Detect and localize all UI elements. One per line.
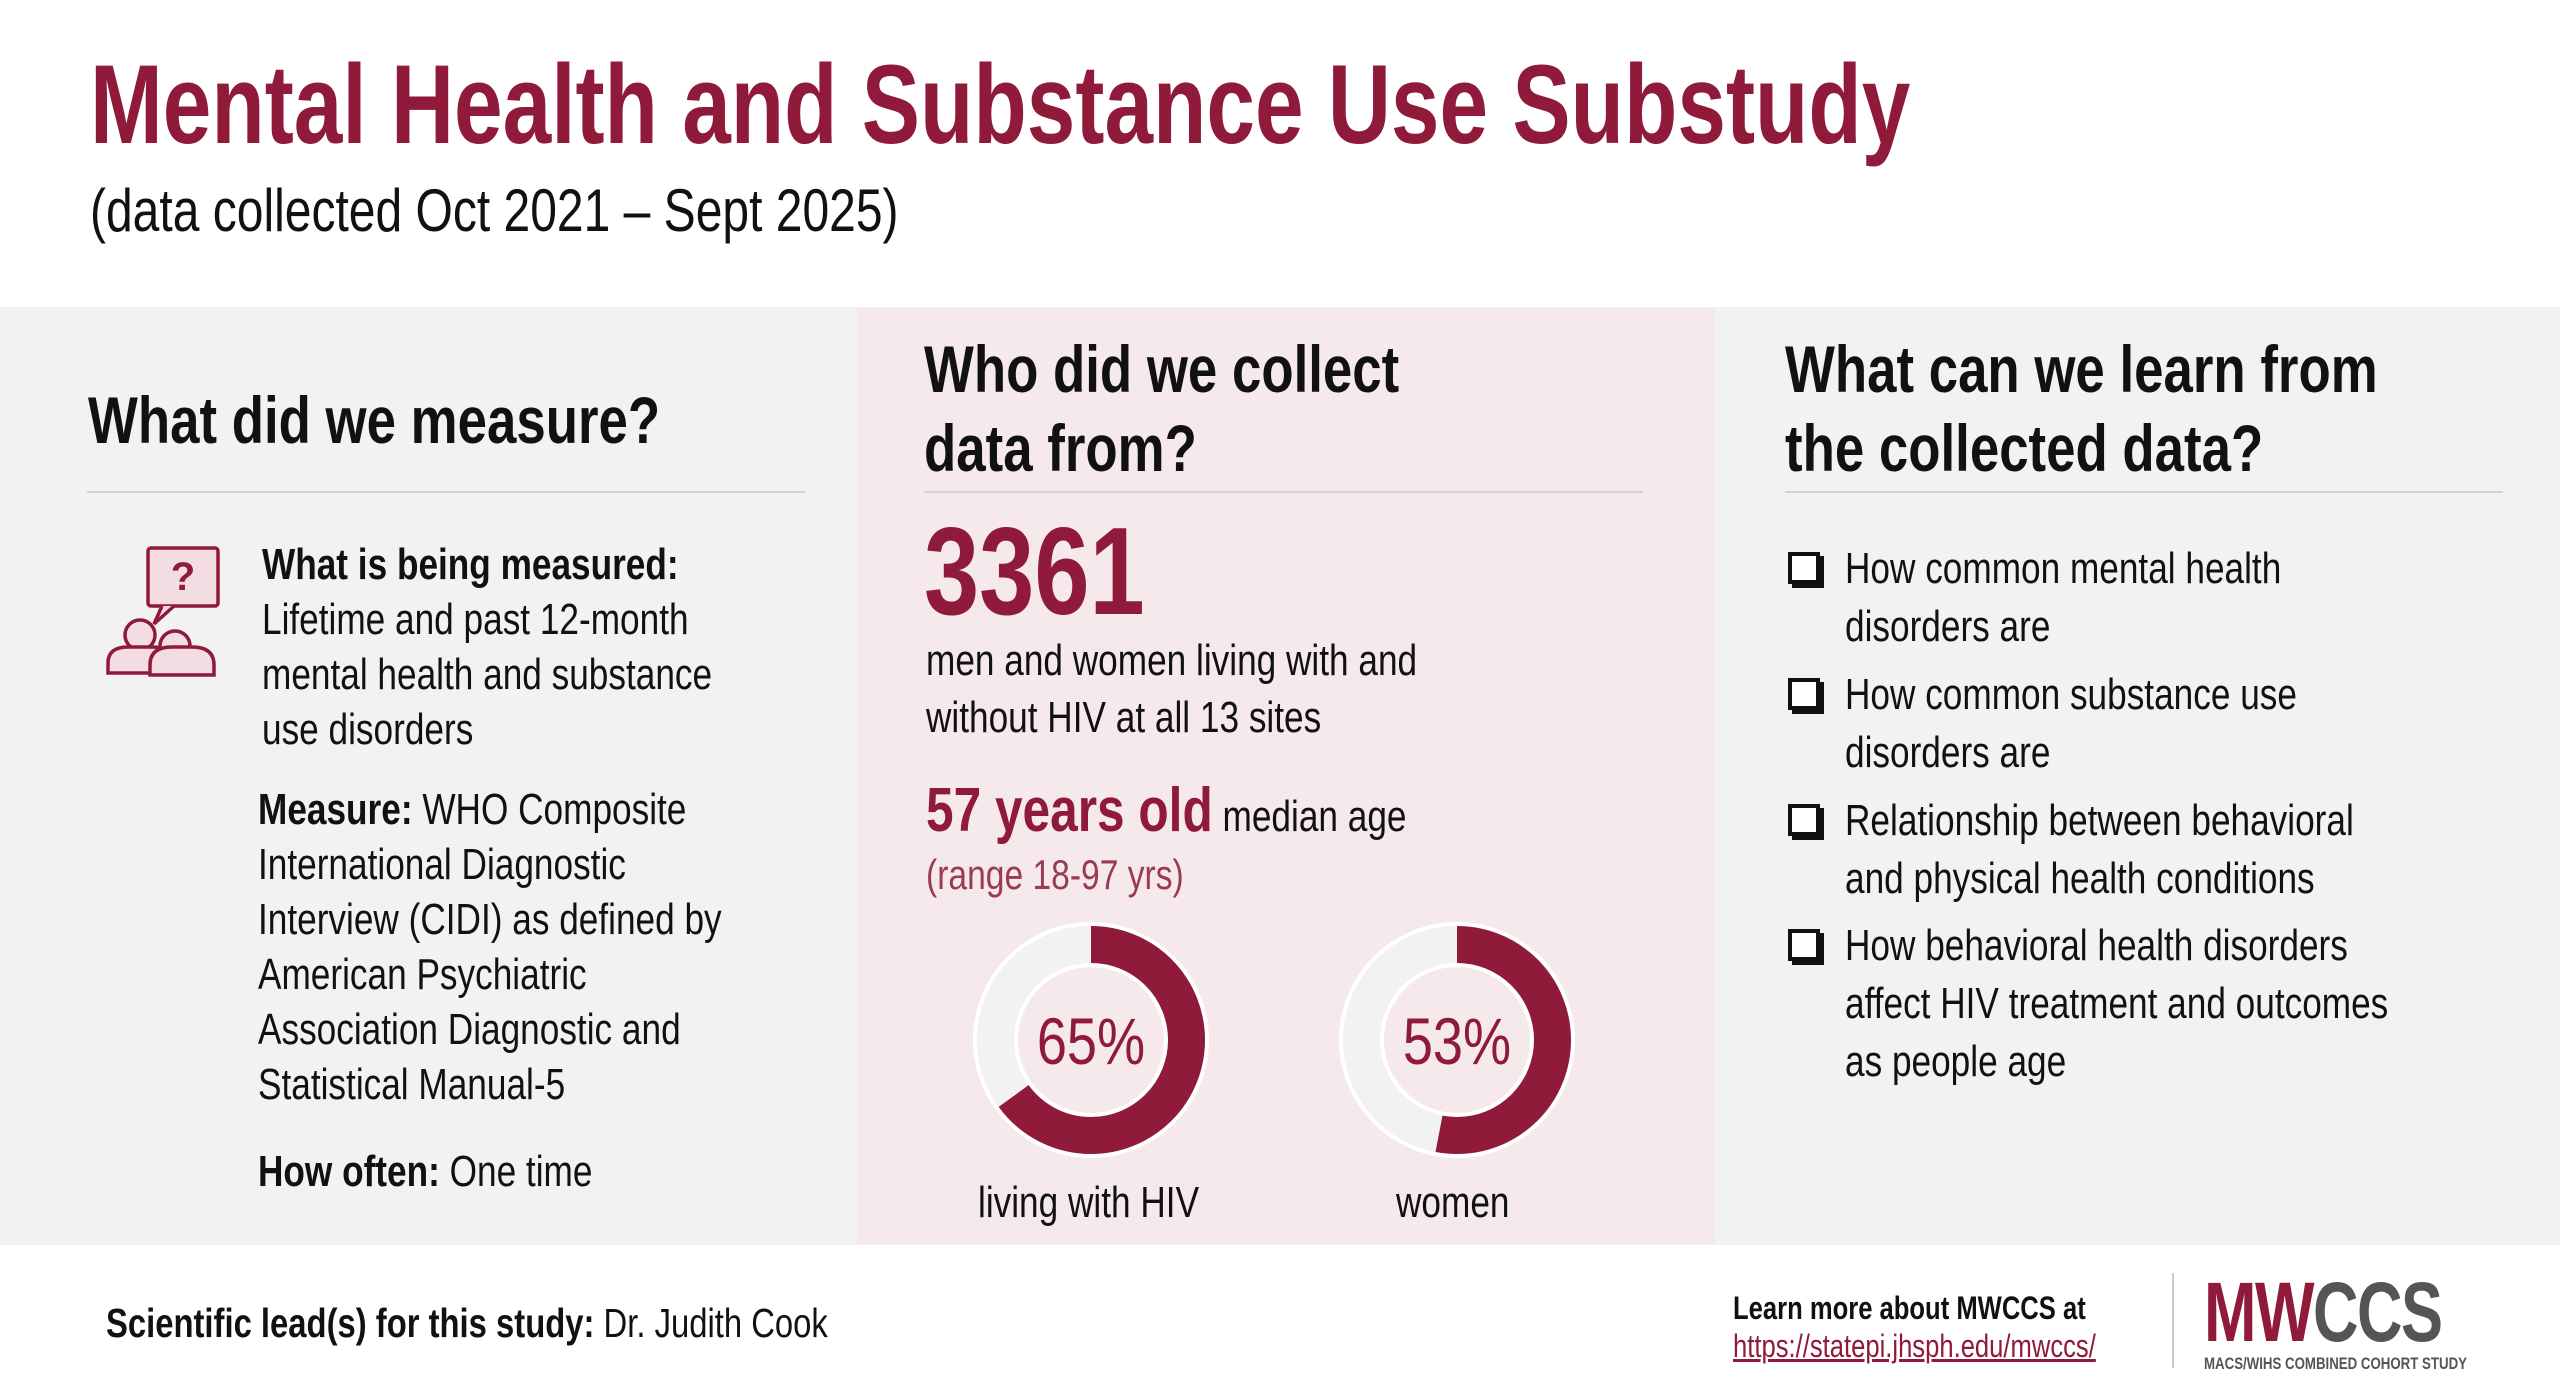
heading-line: Who did we collect bbox=[924, 332, 1400, 406]
lead-name: Dr. Judith Cook bbox=[594, 1300, 828, 1346]
donut-value-arc bbox=[977, 926, 1205, 1154]
divider bbox=[1785, 491, 2503, 493]
heading-line: the collected data? bbox=[1785, 411, 2264, 485]
measure-line: Association Diagnostic and bbox=[258, 1005, 681, 1054]
measure-line: Interview (CIDI) as defined by bbox=[258, 895, 722, 944]
what-line: mental health and substance bbox=[262, 650, 713, 699]
learn-heading: What can we learn from the collected dat… bbox=[1785, 330, 2378, 488]
learn-item-line: affect HIV treatment and outcomes bbox=[1845, 979, 2389, 1028]
people-question-bubble-icon: ? bbox=[106, 546, 220, 677]
learn-item-line: as people age bbox=[1845, 1037, 2067, 1086]
measure-heading: What did we measure? bbox=[88, 383, 661, 457]
what-measured-block: What is being measured: Lifetime and pas… bbox=[262, 537, 712, 757]
footer-divider bbox=[2172, 1273, 2174, 1368]
donut-caption-hiv: living with HIV bbox=[978, 1178, 1200, 1227]
median-age-label: median age bbox=[1212, 792, 1407, 841]
logo-mw: MW bbox=[2204, 1265, 2314, 1359]
participant-count: 3361 bbox=[924, 503, 1145, 641]
donut-charts: 65% 53% bbox=[973, 922, 1575, 1158]
page-subtitle: (data collected Oct 2021 – Sept 2025) bbox=[90, 177, 899, 244]
learn-item-line: Relationship between behavioral bbox=[1845, 796, 2354, 845]
description-line: men and women living with and bbox=[926, 636, 1418, 685]
logo-ccs: CCS bbox=[2312, 1265, 2443, 1359]
learn-item: How common substance use disorders are bbox=[1845, 666, 2297, 782]
what-measured-label: What is being measured: bbox=[262, 540, 679, 589]
what-line: Lifetime and past 12-month bbox=[262, 595, 689, 644]
measure-panel bbox=[0, 307, 857, 1245]
measure-line: Statistical Manual-5 bbox=[258, 1060, 566, 1109]
donut-caption-women: women bbox=[1396, 1178, 1510, 1227]
measure-line: WHO Composite bbox=[412, 785, 687, 834]
median-age: 57 years old median age bbox=[926, 776, 1406, 862]
learn-panel bbox=[1715, 307, 2560, 1245]
learn-item-line: How common mental health bbox=[1845, 544, 2282, 593]
median-age-value: 57 years old bbox=[926, 776, 1213, 845]
what-line: use disorders bbox=[262, 705, 474, 754]
heading-line: data from? bbox=[924, 411, 1197, 485]
learn-item-line: disorders are bbox=[1845, 728, 2051, 777]
description-line: without HIV at all 13 sites bbox=[926, 693, 1322, 742]
learn-item-line: How behavioral health disorders bbox=[1845, 921, 2348, 970]
participant-description: men and women living with and without HI… bbox=[926, 632, 1417, 746]
mwccs-link[interactable]: https://statepi.jhsph.edu/mwccs/ bbox=[1733, 1328, 2096, 1364]
checkbox-icon bbox=[1788, 552, 1820, 584]
measure-line: International Diagnostic bbox=[258, 840, 626, 889]
donut-label: 53% bbox=[1403, 1004, 1511, 1078]
scientific-lead: Scientific lead(s) for this study: Dr. J… bbox=[106, 1298, 828, 1348]
learn-item-line: disorders are bbox=[1845, 602, 2051, 651]
donut-0: 65% bbox=[973, 922, 1209, 1158]
divider bbox=[87, 491, 805, 493]
checkbox-icon bbox=[1788, 678, 1820, 710]
donut-1: 53% bbox=[1339, 922, 1575, 1158]
logo-subtitle: MACS/WIHS COMBINED COHORT STUDY bbox=[2204, 1354, 2467, 1373]
learn-more-text: Learn more about MWCCS at bbox=[1733, 1290, 2086, 1326]
lead-label: Scientific lead(s) for this study: bbox=[106, 1300, 595, 1346]
how-often-value: One time bbox=[439, 1147, 593, 1196]
learn-item: Relationship between behavioral and physi… bbox=[1845, 792, 2354, 908]
learn-item-line: How common substance use bbox=[1845, 670, 2297, 719]
checkbox-icon bbox=[1788, 929, 1820, 961]
learn-item: How behavioral health disorders affect HI… bbox=[1845, 917, 2388, 1091]
donut-value-arc bbox=[1343, 926, 1571, 1154]
donut-label: 65% bbox=[1037, 1004, 1145, 1078]
who-heading: Who did we collect data from? bbox=[924, 330, 1399, 488]
how-often: How often: One time bbox=[258, 1144, 592, 1199]
age-range: (range 18-97 yrs) bbox=[926, 851, 1184, 898]
measure-label: Measure: bbox=[258, 785, 413, 834]
divider bbox=[924, 491, 1643, 493]
how-often-label: How often: bbox=[258, 1147, 440, 1196]
svg-text:?: ? bbox=[171, 555, 195, 599]
learn-item-line: and physical health conditions bbox=[1845, 854, 2315, 903]
measure-block: Measure: WHO Composite International Dia… bbox=[258, 782, 722, 1112]
learn-item: How common mental health disorders are bbox=[1845, 540, 2281, 656]
page-title: Mental Health and Substance Use Substudy bbox=[90, 42, 1911, 167]
measure-line: American Psychiatric bbox=[258, 950, 587, 999]
mwccs-logo: MWCCS MACS/WIHS COMBINED COHORT STUDY bbox=[2204, 1270, 2474, 1375]
checkbox-icon bbox=[1788, 804, 1820, 836]
heading-line: What can we learn from bbox=[1785, 332, 2378, 406]
